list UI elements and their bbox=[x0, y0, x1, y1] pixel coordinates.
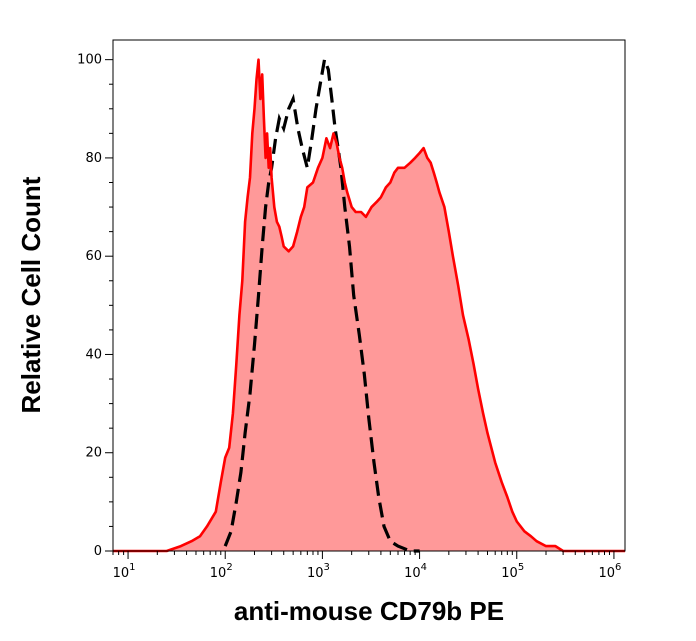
stained-histogram-fill bbox=[113, 59, 625, 551]
y-tick-label: 60 bbox=[85, 249, 102, 264]
x-axis-title: anti-mouse CD79b PE bbox=[234, 596, 504, 626]
x-tick-label: 101 bbox=[113, 562, 136, 581]
y-tick-label: 40 bbox=[85, 347, 102, 362]
y-axis-title: Relative Cell Count bbox=[16, 176, 46, 413]
x-tick-label: 102 bbox=[210, 562, 233, 581]
y-tick-label: 100 bbox=[77, 53, 102, 68]
x-axis-ticks: 101 102 103 104 105 106 bbox=[112, 551, 621, 581]
x-tick-label: 105 bbox=[501, 562, 524, 581]
y-tick-label: 0 bbox=[94, 544, 102, 559]
stained-histogram-line bbox=[113, 58, 625, 553]
x-tick-label: 103 bbox=[307, 562, 330, 581]
control-histogram-dashed-line bbox=[223, 53, 420, 553]
y-axis-ticks: 0 20 40 60 80 100 bbox=[77, 53, 113, 559]
x-tick-label: 106 bbox=[598, 562, 621, 581]
plot-area bbox=[113, 53, 625, 553]
y-tick-label: 80 bbox=[85, 151, 102, 166]
x-tick-label: 104 bbox=[404, 562, 427, 581]
y-tick-label: 20 bbox=[85, 446, 102, 461]
